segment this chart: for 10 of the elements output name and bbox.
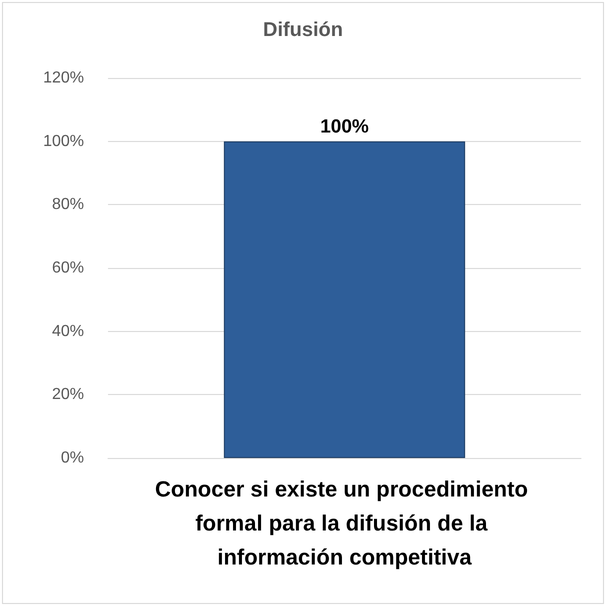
y-tick-label: 80% (52, 196, 84, 214)
x-tick-label: Conocer si existe un procedimiento formal para la difusión de la información competitiva (155, 476, 534, 570)
data-label: 100% (320, 116, 369, 138)
y-tick-label: 100% (43, 132, 84, 150)
chart-title: Difusión (263, 19, 343, 41)
y-tick-label: 60% (52, 260, 84, 276)
y-tick-label: 0% (60, 450, 84, 466)
y-tick-label: 40% (52, 322, 84, 340)
y-tick-label: 120% (43, 70, 84, 86)
y-tick-label: 20% (52, 386, 84, 404)
